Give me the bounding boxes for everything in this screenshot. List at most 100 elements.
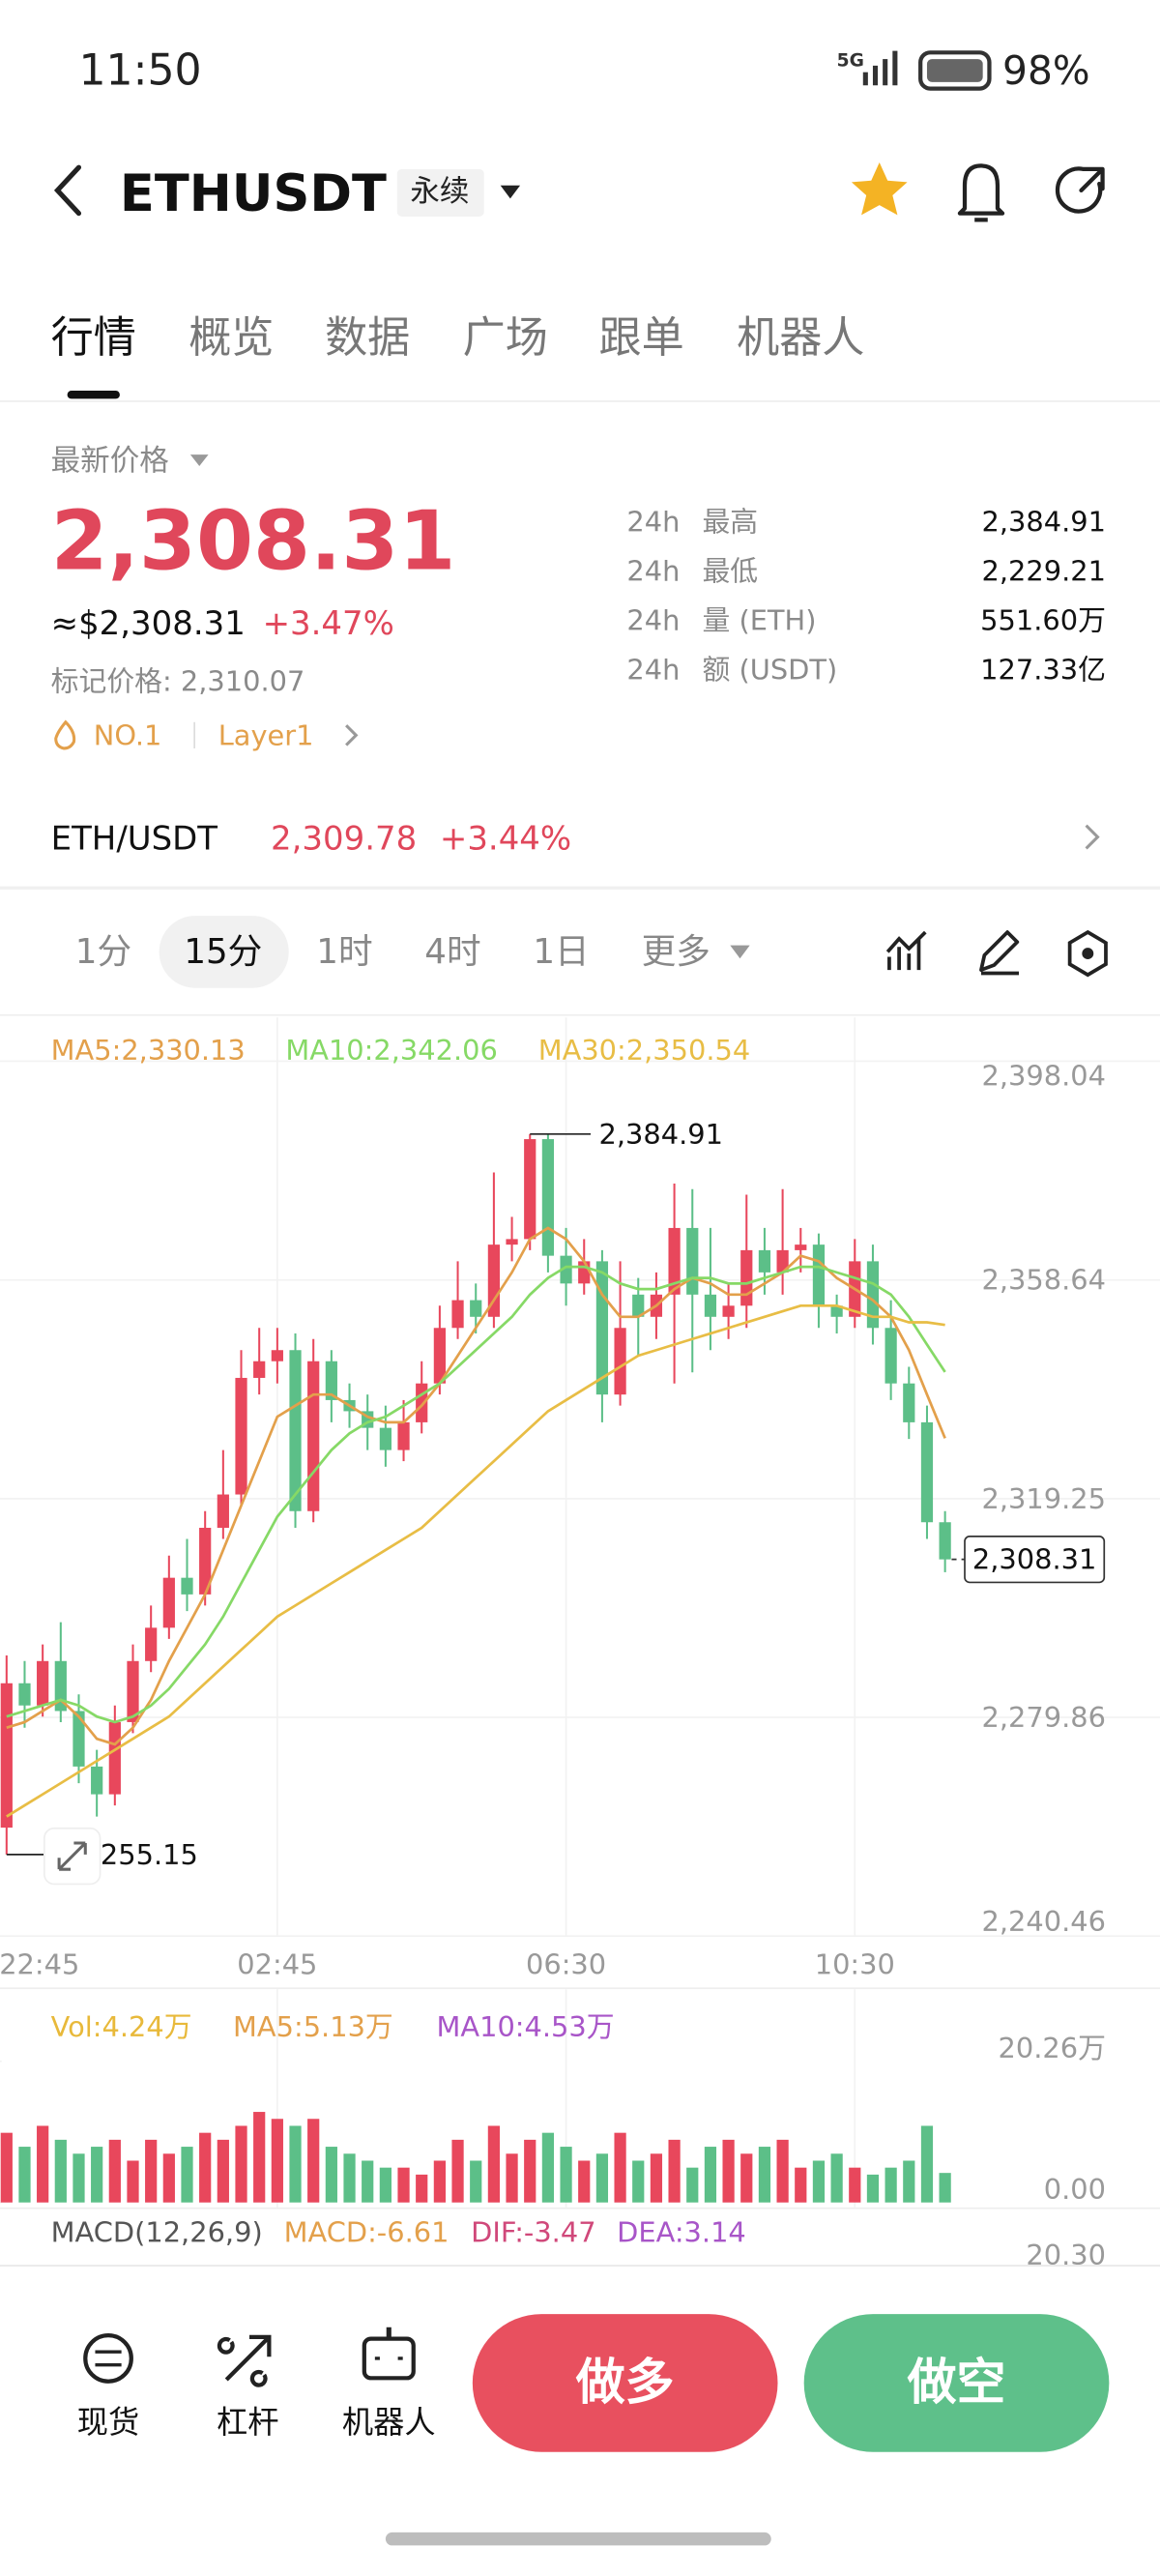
tab[interactable]: 跟单 bbox=[599, 313, 684, 363]
candle-body bbox=[72, 1711, 85, 1767]
margin-icon bbox=[217, 2334, 272, 2387]
tag[interactable]: Layer1 bbox=[218, 718, 314, 751]
tab[interactable]: 机器人 bbox=[737, 313, 864, 363]
volume-bar bbox=[72, 2153, 85, 2203]
volume-bar bbox=[451, 2139, 464, 2203]
candle-body bbox=[433, 1328, 446, 1384]
macd-legend: DIF:-3.47 bbox=[471, 2215, 595, 2248]
interval[interactable]: 更多 bbox=[642, 932, 710, 972]
spot-pair[interactable]: ETH/USDT bbox=[51, 819, 218, 858]
candle-body bbox=[108, 1721, 121, 1795]
interval[interactable]: 4时 bbox=[424, 932, 480, 972]
interval[interactable]: 1分 bbox=[75, 932, 131, 972]
candle-body bbox=[451, 1300, 464, 1329]
spot-price: 2,309.78 bbox=[271, 819, 417, 858]
y-tick-label: 2,319.25 bbox=[982, 1482, 1106, 1515]
volume-bar bbox=[470, 2160, 482, 2203]
divider bbox=[0, 400, 1160, 402]
candle-body bbox=[271, 1350, 283, 1361]
status-time: 11:50 bbox=[78, 45, 201, 95]
volume-bar bbox=[704, 2147, 717, 2203]
volume-bar bbox=[416, 2174, 428, 2203]
candle-body bbox=[199, 1527, 212, 1595]
volume-bar bbox=[325, 2147, 337, 2203]
candle-body bbox=[758, 1249, 771, 1273]
draw-icon[interactable] bbox=[979, 930, 1020, 976]
y-tick-label: 2,240.46 bbox=[982, 1905, 1106, 1938]
volume-bar bbox=[849, 2167, 861, 2203]
chevron[interactable] bbox=[1085, 824, 1100, 850]
tag[interactable]: NO.1 bbox=[94, 718, 162, 751]
volume-bar bbox=[54, 2139, 67, 2203]
interval[interactable]: 1时 bbox=[316, 932, 372, 972]
candle-body bbox=[795, 1244, 807, 1250]
interval-selected bbox=[159, 916, 289, 988]
nav-item[interactable]: 现货 bbox=[77, 2404, 139, 2441]
spot-change: +3.44% bbox=[440, 819, 571, 858]
settings-icon[interactable] bbox=[1067, 929, 1108, 978]
fire-icon bbox=[54, 719, 76, 750]
candle-body bbox=[830, 1305, 843, 1317]
candle-body bbox=[524, 1139, 536, 1240]
candle-body bbox=[722, 1305, 735, 1317]
volume-bar bbox=[91, 2147, 103, 2203]
stat-value: 2,229.21 bbox=[982, 555, 1106, 588]
contract-type[interactable]: 永续 bbox=[410, 175, 469, 209]
stat-label: 最高 bbox=[702, 506, 758, 539]
tab[interactable]: 广场 bbox=[463, 313, 548, 363]
y-tick-label: 2,398.04 bbox=[982, 1060, 1106, 1093]
stat-value: 551.60万 bbox=[980, 604, 1106, 637]
volume-bar bbox=[614, 2132, 626, 2203]
divider bbox=[0, 2207, 1160, 2210]
volume-bar bbox=[722, 2139, 735, 2203]
candle-body bbox=[470, 1300, 482, 1317]
y-tick-label: 2,358.64 bbox=[982, 1264, 1106, 1297]
candle-body bbox=[668, 1227, 681, 1295]
tab[interactable]: 行情 bbox=[51, 313, 136, 363]
stat-period: 24h bbox=[626, 653, 680, 686]
indicator-icon[interactable] bbox=[885, 930, 927, 971]
volume-bar bbox=[903, 2160, 915, 2203]
legend-entry: MA5:2,330.13 bbox=[51, 1034, 246, 1067]
interval[interactable]: 15分 bbox=[184, 932, 262, 972]
long-button[interactable] bbox=[472, 2314, 778, 2452]
battery-level bbox=[926, 59, 983, 82]
volume-bar bbox=[217, 2139, 229, 2203]
candle-body bbox=[487, 1244, 501, 1317]
nav-item[interactable]: 杠杆 bbox=[217, 2404, 278, 2441]
candle-body bbox=[920, 1421, 934, 1523]
interval[interactable]: 1日 bbox=[533, 932, 589, 972]
dropdown-arrow[interactable] bbox=[500, 185, 521, 199]
volume-bar bbox=[939, 2173, 951, 2203]
volume-legend: MA10:4.53万 bbox=[436, 2010, 614, 2043]
robot-icon-details bbox=[374, 2327, 403, 2360]
volume-bar bbox=[433, 2160, 446, 2203]
price-label[interactable]: 最新价格 bbox=[51, 444, 169, 478]
volume-tick-label: 20.26万 bbox=[999, 2032, 1106, 2064]
symbol[interactable]: ETHUSDT bbox=[120, 164, 387, 223]
short-button-label[interactable]: 做空 bbox=[907, 2355, 1006, 2412]
nav-item[interactable]: 机器人 bbox=[342, 2404, 436, 2441]
favorite-star[interactable] bbox=[851, 162, 908, 216]
candle-body bbox=[884, 1328, 897, 1384]
tab[interactable]: 数据 bbox=[325, 313, 410, 363]
share-icon[interactable] bbox=[1055, 166, 1105, 214]
volume-bar bbox=[127, 2160, 139, 2203]
ma-line bbox=[6, 1303, 945, 1818]
divider bbox=[193, 721, 195, 748]
divider bbox=[0, 2265, 1160, 2267]
long-button-label[interactable]: 做多 bbox=[575, 2355, 675, 2412]
dropdown-arrow bbox=[189, 454, 209, 467]
spot-icon-lines bbox=[95, 2350, 122, 2367]
back-button[interactable] bbox=[53, 164, 82, 217]
short-button[interactable] bbox=[803, 2314, 1110, 2452]
candle-body bbox=[686, 1227, 699, 1295]
volume-bar bbox=[866, 2174, 880, 2203]
volume-bar bbox=[560, 2147, 572, 2203]
volume-bar bbox=[235, 2125, 247, 2203]
tab[interactable]: 概览 bbox=[188, 313, 274, 363]
candle-body bbox=[812, 1244, 826, 1306]
last-price-box bbox=[964, 1536, 1106, 1584]
bell-icon[interactable] bbox=[957, 163, 1005, 222]
